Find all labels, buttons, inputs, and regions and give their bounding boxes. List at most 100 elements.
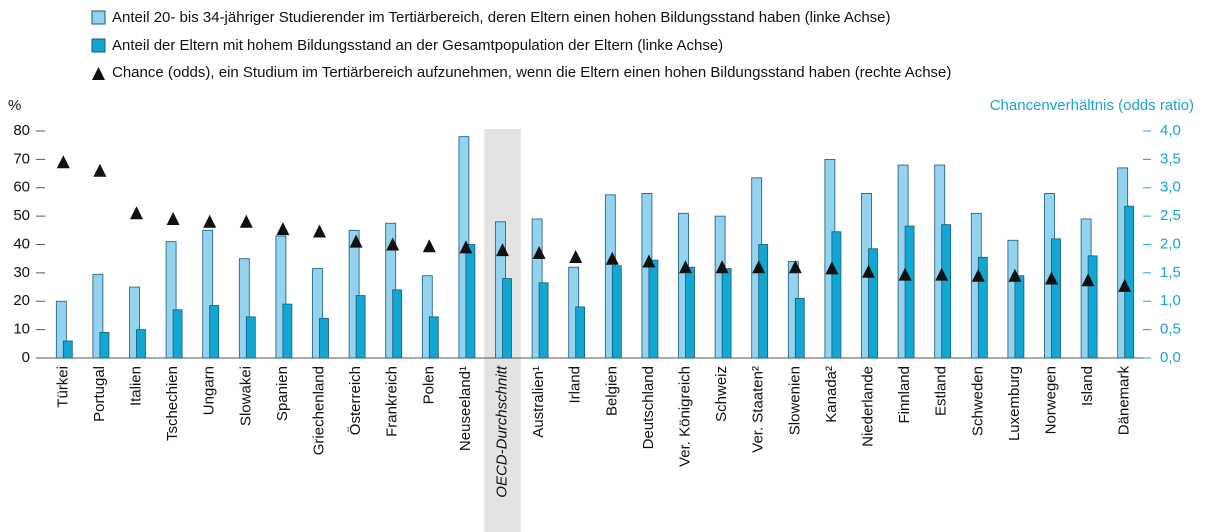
bar bbox=[831, 231, 842, 359]
bar bbox=[238, 258, 250, 359]
y2-tick-label: 1,0 bbox=[1160, 292, 1181, 309]
bar bbox=[99, 332, 110, 359]
bar bbox=[275, 235, 287, 359]
odds-marker bbox=[166, 211, 180, 225]
odds-marker bbox=[898, 267, 912, 281]
y-tick-label: 0 bbox=[22, 349, 30, 366]
odds-marker bbox=[386, 237, 400, 251]
x-tick-label: Island bbox=[1079, 366, 1096, 406]
x-tick-label: Schweiz bbox=[713, 366, 730, 422]
legend-swatch bbox=[91, 10, 106, 25]
odds-marker bbox=[1081, 273, 1095, 287]
bar bbox=[136, 329, 146, 359]
odds-marker bbox=[459, 240, 473, 254]
y-axis-label: % bbox=[8, 97, 21, 114]
x-tick-label: Ver. Staaten² bbox=[750, 366, 767, 453]
x-tick-label: Ungarn bbox=[201, 366, 218, 415]
x-tick-label: Spanien bbox=[274, 366, 291, 421]
x-tick-label: Griechenland bbox=[310, 366, 327, 455]
x-tick-label: Slowenien bbox=[786, 366, 803, 435]
x-tick-label: Deutschland bbox=[640, 366, 657, 449]
y2-tick-label: 4,0 bbox=[1160, 122, 1181, 139]
y-tick-label: 60 bbox=[13, 179, 30, 196]
bar bbox=[941, 224, 952, 359]
x-tick-label: Dänemark bbox=[1116, 366, 1133, 436]
y2-tick-label: 0,0 bbox=[1160, 349, 1181, 366]
odds-marker bbox=[752, 260, 766, 274]
x-tick-label: Tschechien bbox=[164, 366, 181, 441]
odds-marker bbox=[971, 268, 985, 282]
bar bbox=[172, 309, 183, 359]
bar bbox=[1014, 275, 1025, 359]
bar bbox=[538, 282, 549, 359]
bar bbox=[1051, 238, 1061, 359]
odds-marker bbox=[203, 214, 217, 228]
x-tick-label: Frankreich bbox=[384, 366, 401, 437]
y-tick-label: 20 bbox=[13, 292, 30, 309]
bar bbox=[794, 298, 805, 359]
odds-marker bbox=[1118, 278, 1132, 292]
bar bbox=[62, 340, 73, 359]
x-tick-label: Luxemburg bbox=[1006, 366, 1023, 441]
odds-marker bbox=[935, 267, 949, 281]
legend-swatch bbox=[92, 67, 105, 80]
bar bbox=[319, 317, 329, 359]
y-tick-label: 50 bbox=[13, 207, 30, 224]
x-tick-label: Australien¹ bbox=[530, 366, 547, 438]
bar bbox=[575, 306, 586, 359]
odds-marker bbox=[276, 222, 290, 236]
x-tick-label: Türkei bbox=[54, 366, 71, 408]
bar bbox=[92, 273, 104, 359]
x-tick-label: Finnland bbox=[896, 366, 913, 424]
x-tick-label: OECD-Durchschnitt bbox=[493, 365, 510, 498]
odds-marker bbox=[239, 214, 253, 228]
odds-marker bbox=[422, 239, 436, 253]
x-tick-label: Kanada² bbox=[823, 366, 840, 423]
x-tick-label: Polen bbox=[420, 366, 437, 404]
y-tick-label: 30 bbox=[13, 264, 30, 281]
odds-marker bbox=[56, 155, 70, 169]
bar bbox=[202, 229, 214, 359]
legend-label: Anteil der Eltern mit hohem Bildungsstan… bbox=[112, 37, 723, 54]
x-tick-label: Estland bbox=[933, 366, 950, 416]
x-tick-label: Slowakei bbox=[237, 366, 254, 426]
bar bbox=[282, 303, 293, 359]
bar bbox=[355, 295, 366, 359]
bar bbox=[129, 286, 140, 359]
bar bbox=[648, 259, 659, 359]
x-tick-label: Belgien bbox=[603, 366, 620, 416]
bar bbox=[428, 316, 439, 359]
odds-marker bbox=[496, 243, 509, 257]
odds-marker bbox=[862, 264, 875, 278]
bar bbox=[758, 244, 769, 359]
bar bbox=[685, 266, 695, 359]
y2-tick-label: 2,0 bbox=[1160, 235, 1181, 252]
bar bbox=[312, 268, 323, 359]
bar bbox=[245, 316, 256, 359]
x-tick-label: Norwegen bbox=[1042, 366, 1059, 434]
bar bbox=[977, 256, 988, 359]
odds-marker bbox=[1045, 271, 1058, 285]
legend-label: Chance (odds), ein Studium im Tertiärber… bbox=[112, 64, 951, 81]
y2-tick-label: 3,5 bbox=[1160, 150, 1181, 167]
x-tick-label: Ver. Königreich bbox=[676, 366, 693, 467]
y2-axis-label: Chancenverhältnis (odds ratio) bbox=[990, 97, 1194, 114]
bar bbox=[502, 278, 512, 359]
x-tick-label: Österreich bbox=[346, 366, 364, 435]
legend-label: Anteil 20- bis 34-jähriger Studierender … bbox=[112, 9, 891, 26]
bar bbox=[165, 241, 177, 359]
odds-marker bbox=[130, 206, 143, 220]
odds-marker bbox=[93, 163, 107, 177]
odds-marker bbox=[569, 249, 583, 263]
legend-swatch bbox=[91, 38, 106, 53]
bar bbox=[392, 289, 403, 359]
y2-tick-label: 0,5 bbox=[1160, 321, 1181, 338]
odds-marker bbox=[532, 246, 546, 260]
x-tick-label: Schweden bbox=[969, 366, 986, 436]
bar bbox=[611, 265, 622, 359]
x-tick-label: Neuseeland¹ bbox=[457, 366, 474, 451]
odds-marker bbox=[715, 260, 729, 274]
odds-marker bbox=[1008, 268, 1022, 282]
odds-marker bbox=[679, 260, 692, 274]
